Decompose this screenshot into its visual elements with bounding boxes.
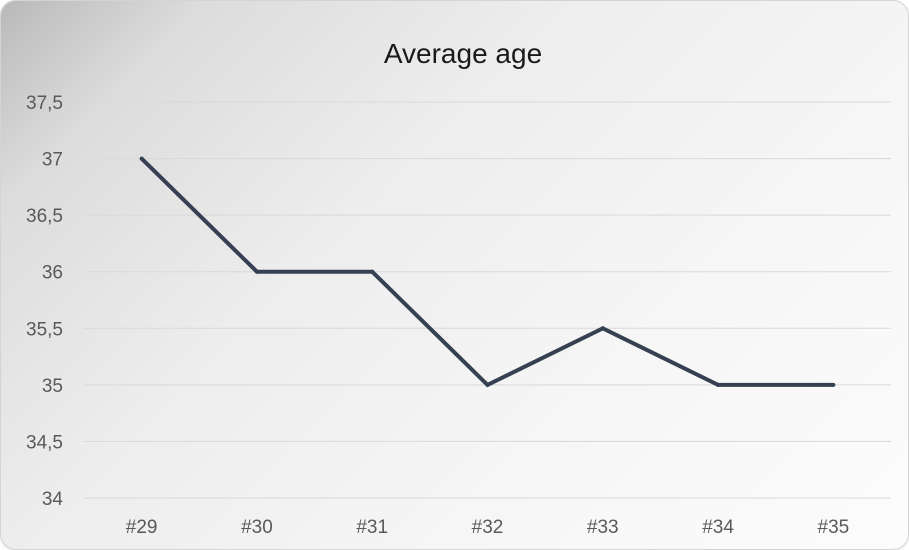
y-tick-label: 37 (42, 150, 63, 171)
y-tick-label: 35 (42, 376, 63, 397)
x-tick-label: #33 (587, 517, 619, 538)
x-axis-tick-labels: #29 #30 #31 #32 #33 #34 #35 (126, 517, 849, 538)
x-tick-label: #35 (818, 517, 850, 538)
x-tick-label: #31 (356, 517, 388, 538)
series-layer (139, 156, 836, 388)
y-tick-label: 37,5 (26, 93, 63, 114)
x-tick-label: #29 (126, 517, 158, 538)
gridlines (84, 101, 891, 499)
data-point (600, 326, 605, 331)
x-tick-label: #30 (241, 517, 273, 538)
x-tick-label: #34 (702, 517, 734, 538)
data-point (831, 382, 836, 387)
y-tick-label: 34 (42, 489, 64, 510)
y-tick-label: 34,5 (26, 432, 63, 453)
data-point (139, 156, 144, 161)
y-tick-label: 35,5 (26, 319, 63, 340)
data-point (716, 382, 721, 387)
chart-title: Average age (384, 38, 542, 69)
data-point (485, 382, 490, 387)
data-point (370, 269, 375, 274)
y-axis-tick-labels: 34 34,5 35 35,5 36 36,5 37 37,5 (26, 93, 63, 510)
data-point (254, 269, 259, 274)
x-tick-label: #32 (472, 517, 504, 538)
y-tick-label: 36,5 (26, 206, 63, 227)
y-tick-label: 36 (42, 263, 63, 284)
